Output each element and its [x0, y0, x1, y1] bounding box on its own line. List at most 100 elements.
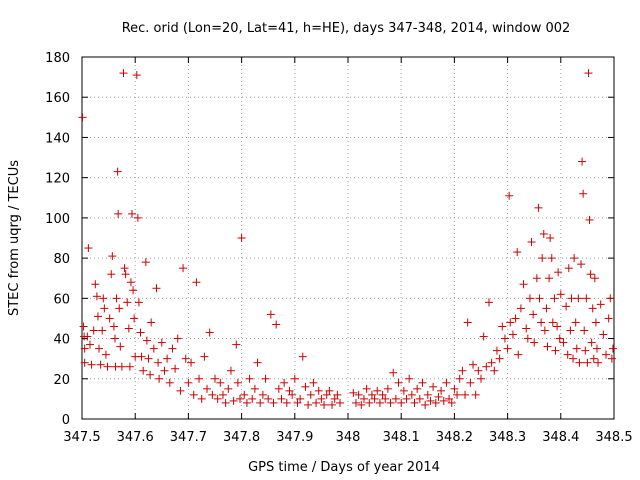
- y-tick-label: 80: [53, 252, 70, 267]
- data-point: [548, 318, 557, 327]
- data-point: [418, 378, 427, 387]
- data-point: [226, 366, 235, 375]
- data-point: [101, 350, 110, 359]
- data-point: [256, 398, 265, 407]
- y-tick-label: 20: [53, 373, 70, 388]
- data-point: [119, 69, 128, 78]
- data-point: [466, 378, 475, 387]
- data-point: [261, 374, 270, 383]
- data-point: [542, 304, 551, 313]
- data-point: [85, 340, 94, 349]
- data-point: [134, 298, 143, 307]
- data-point: [559, 338, 568, 347]
- data-point: [599, 330, 608, 339]
- data-point: [298, 352, 307, 361]
- data-point: [439, 396, 448, 405]
- data-point: [589, 354, 598, 363]
- data-point: [129, 286, 138, 295]
- y-tick-label: 40: [53, 333, 70, 348]
- data-point: [266, 310, 275, 319]
- data-point: [532, 274, 541, 283]
- data-point: [538, 254, 547, 263]
- data-point: [608, 344, 617, 353]
- data-point: [248, 394, 257, 403]
- x-tick-label: 347.7: [170, 430, 207, 445]
- data-point: [114, 209, 123, 218]
- data-point: [588, 304, 597, 313]
- data-point: [100, 304, 109, 313]
- data-point: [93, 312, 102, 321]
- data-point: [109, 322, 118, 331]
- data-point: [218, 390, 227, 399]
- data-point: [144, 354, 153, 363]
- data-point: [523, 334, 532, 343]
- data-point: [141, 258, 150, 267]
- data-point: [258, 390, 267, 399]
- data-point: [224, 384, 233, 393]
- data-point: [479, 332, 488, 341]
- data-point: [503, 344, 512, 353]
- data-point: [582, 294, 591, 303]
- data-point: [325, 386, 334, 395]
- data-point: [123, 298, 132, 307]
- data-point: [229, 396, 238, 405]
- data-point: [461, 390, 470, 399]
- data-point: [545, 274, 554, 283]
- data-point: [264, 394, 273, 403]
- data-point: [121, 270, 130, 279]
- data-point: [498, 322, 507, 331]
- data-point: [124, 324, 133, 333]
- data-point: [184, 378, 193, 387]
- data-point: [296, 394, 305, 403]
- data-point: [575, 358, 584, 367]
- data-point: [213, 394, 222, 403]
- data-point: [553, 322, 562, 331]
- data-point: [410, 398, 419, 407]
- data-point: [157, 338, 166, 347]
- data-point: [253, 358, 262, 367]
- chart-title: Rec. orid (Lon=20, Lat=41, h=HE), days 3…: [122, 21, 571, 36]
- data-points: [78, 69, 617, 409]
- data-point: [309, 378, 318, 387]
- data-point: [367, 390, 376, 399]
- data-point: [391, 394, 400, 403]
- data-point: [304, 400, 313, 409]
- data-point: [314, 386, 323, 395]
- data-point: [508, 330, 517, 339]
- data-point: [336, 398, 345, 407]
- data-point: [117, 362, 126, 371]
- data-point: [187, 358, 196, 367]
- data-point: [534, 203, 543, 212]
- data-point: [125, 362, 134, 371]
- data-point: [577, 260, 586, 269]
- data-point: [423, 390, 432, 399]
- data-point: [154, 358, 163, 367]
- data-point: [386, 398, 395, 407]
- data-point: [415, 394, 424, 403]
- data-point: [421, 400, 430, 409]
- data-point: [92, 292, 101, 301]
- data-point: [535, 294, 544, 303]
- axis-ticks: 347.5 347.6 347.7 347.8 347.9 348 348.1 348.2 34…: [45, 51, 632, 445]
- data-point: [132, 71, 141, 80]
- data-point: [567, 294, 576, 303]
- x-tick-label: 348: [336, 430, 361, 445]
- data-point: [142, 336, 151, 345]
- data-point: [317, 394, 326, 403]
- data-point: [306, 390, 315, 399]
- data-point: [490, 366, 499, 375]
- data-point: [551, 346, 560, 355]
- data-point: [581, 346, 590, 355]
- data-point: [527, 238, 536, 247]
- data-point: [312, 398, 321, 407]
- data-point: [139, 366, 148, 375]
- data-point: [564, 264, 573, 273]
- data-point: [442, 378, 451, 387]
- data-point: [562, 302, 571, 311]
- data-point: [525, 294, 534, 303]
- data-point: [547, 254, 556, 263]
- data-point: [155, 374, 164, 383]
- data-point: [586, 270, 595, 279]
- data-point: [506, 318, 515, 327]
